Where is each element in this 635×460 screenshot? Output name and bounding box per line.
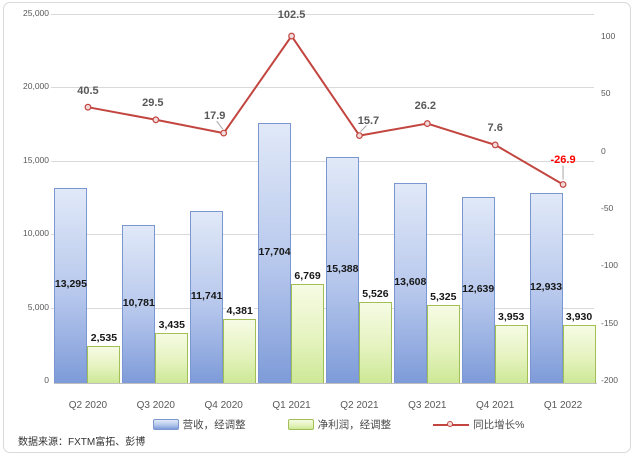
legend-item-profit: 净利润，经调整 [287,417,392,432]
left-axis-tick: 0 [44,375,49,385]
growth-value-label: 40.5 [77,85,99,98]
left-axis-tick: 5,000 [27,301,49,312]
revenue-value-label: 15,388 [326,263,359,276]
profit-bar [155,332,189,383]
gridline [51,160,594,162]
revenue-value-label: 12,933 [530,281,563,294]
gridline [51,234,594,236]
revenue-value-label: 13,295 [54,278,87,291]
profit-bar [87,345,121,383]
legend-label-profit: 净利润，经调整 [317,419,392,431]
gridline [51,14,594,15]
growth-marker [84,103,92,111]
revenue-value-label: 12,639 [462,283,495,296]
growth-marker [220,129,228,137]
profit-value-label: 5,325 [429,290,458,303]
left-axis-tick: 25,000 [23,8,49,18]
x-axis-label: Q3 2021 [408,400,447,411]
revenue-bar [325,157,359,383]
profit-value-label: 3,930 [564,311,594,324]
revenue-value-label: 17,704 [258,246,291,259]
revenue-bar [258,123,292,383]
legend-item-growth: 同比增长% [433,417,524,432]
right-axis-tick: 50 [601,88,611,99]
chart-frame: 0 5,000 10,000 15,000 20,000 25,000 -200 -150 -… [3,2,631,453]
growth-line-layer [84,32,567,188]
profit-bar [494,324,528,383]
revenue-value-label: 13,608 [394,276,427,289]
profit-value-label: 3,435 [157,318,186,331]
revenue-bar [190,210,224,383]
growth-marker [423,120,431,127]
legend-swatch-revenue [152,419,179,430]
profit-value-label: 5,526 [361,287,390,300]
plot-area: 13,295 2,535 10,781 3,435 11,741 4,381 17,704 6… [54,16,597,383]
x-axis-label: Q1 2022 [543,400,583,411]
legend-line-marker [447,421,454,427]
x-axis-label: Q2 2021 [340,400,379,411]
profit-value-label: 4,381 [225,304,254,317]
growth-value-label: 17.9 [203,110,226,123]
revenue-bar [393,183,427,383]
profit-value-label: 2,535 [89,331,119,344]
legend-label-revenue: 营收，经调整 [182,419,246,431]
revenue-value-label: 11,741 [190,289,223,302]
x-axis-line [54,383,597,384]
revenue-bar [54,187,88,383]
profit-value-label: 3,953 [497,310,526,323]
growth-marker [152,116,160,124]
revenue-bar [461,197,495,383]
revenue-bar [529,193,563,383]
growth-value-label: -26.9 [550,154,576,167]
growth-marker [288,32,295,40]
right-axis-tick: -200 [601,375,619,385]
profit-value-label: 6,769 [293,269,322,282]
label-leader-line [216,120,224,130]
profit-bar [562,325,596,383]
x-axis-label: Q3 2020 [136,400,175,411]
x-axis-label: Q4 2020 [204,400,243,411]
label-leader-line [360,125,367,132]
legend-label-growth: 同比增长% [473,419,525,431]
x-axis-label: Q2 2020 [68,400,108,411]
gridline [51,87,594,89]
profit-bar [358,301,392,383]
right-axis-tick: -150 [601,317,619,328]
left-axis-tick: 15,000 [23,154,49,165]
profit-bar [426,304,460,383]
legend: 营收，经调整 净利润，经调整 同比增长% [4,417,635,432]
growth-value-label: 29.5 [142,96,164,109]
growth-line [87,34,564,186]
profit-bar [291,283,325,383]
legend-item-revenue: 营收，经调整 [152,417,246,432]
x-axis-label: Q1 2021 [272,400,311,411]
right-axis-tick: -100 [601,260,619,271]
right-axis-tick: 0 [601,145,606,156]
growth-value-label: 26.2 [414,99,437,112]
growth-marker [491,141,499,149]
growth-value-label: 7.6 [487,121,503,134]
growth-marker [356,132,363,140]
x-axis-label: Q4 2021 [476,400,515,411]
right-axis-tick: 100 [601,30,616,41]
right-axis-tick: -50 [601,202,614,213]
growth-value-label: 15.7 [357,114,380,127]
growth-value-label: 102.5 [277,9,306,22]
left-axis-tick: 20,000 [23,81,49,92]
left-axis-tick: 10,000 [23,228,49,239]
growth-marker [559,181,567,188]
revenue-bar [122,224,156,383]
legend-swatch-profit [287,419,314,430]
profit-bar [223,318,257,383]
revenue-value-label: 10,781 [122,296,155,309]
legend-line-icon [433,419,470,430]
source-note: 数据来源：FXTM富拓、彭博 [18,437,146,448]
